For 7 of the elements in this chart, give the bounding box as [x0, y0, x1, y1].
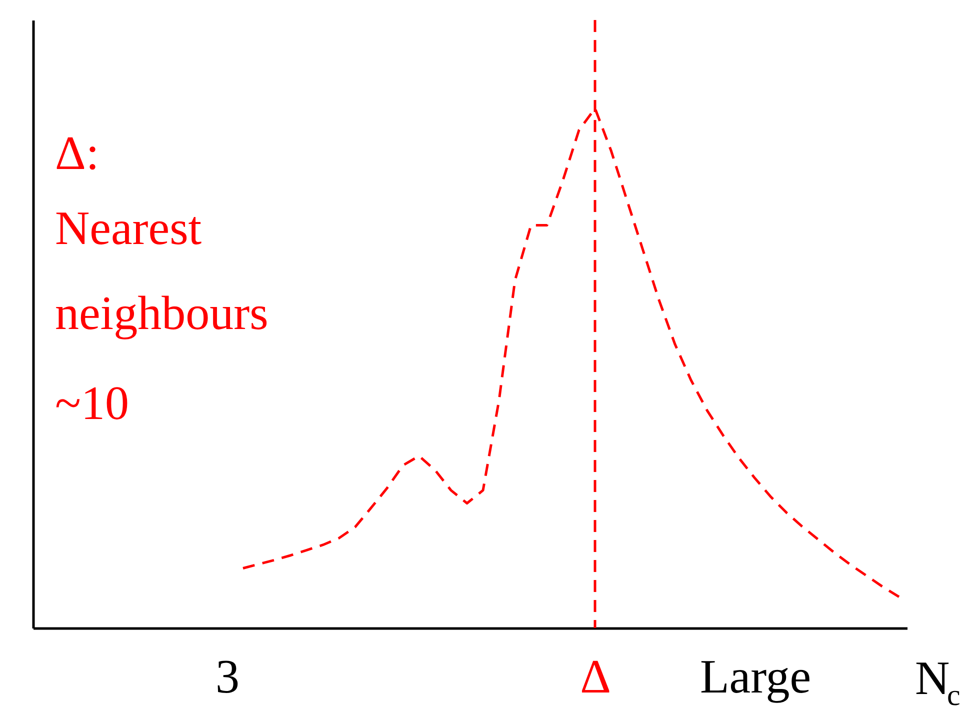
- x-tick-label: Δ: [580, 650, 611, 704]
- text: Δ:: [55, 127, 100, 180]
- text: Nearest: [55, 202, 202, 255]
- x-tick-label: Large: [700, 650, 812, 704]
- x-tick-label: 3: [216, 650, 240, 704]
- annotation: neighbours: [55, 287, 268, 340]
- text: ~10: [55, 377, 129, 430]
